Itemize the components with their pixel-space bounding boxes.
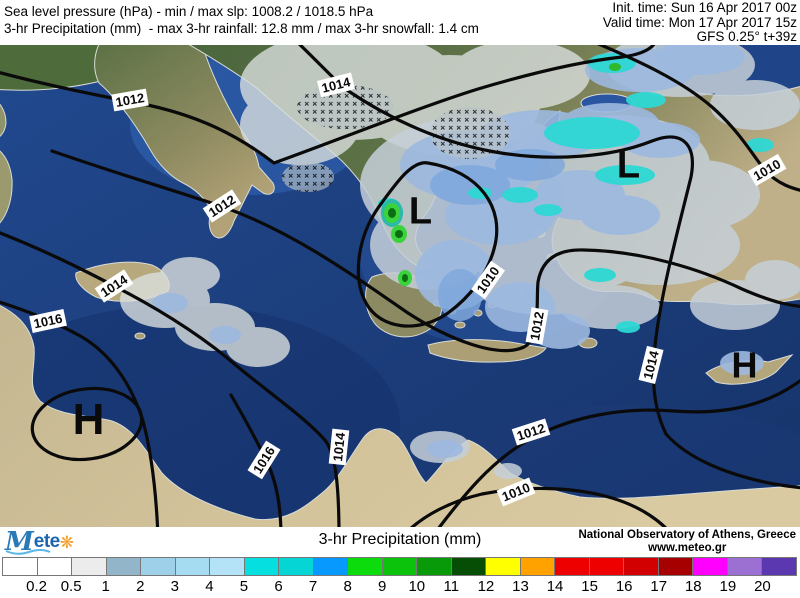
isobar-value-label: 1012 <box>511 418 551 446</box>
scale-tick-label: 2 <box>136 578 145 595</box>
scale-cell <box>520 558 556 575</box>
isobar-value-label: 1014 <box>317 72 355 98</box>
isobar-value-label: 1016 <box>29 309 67 333</box>
isobar-1014-north-east <box>297 45 800 490</box>
isobar-value-label: 1016 <box>247 440 281 480</box>
map-canvas: 1012 1014 1012 1014 1016 1016 1014 1012 1010 1010… <box>0 45 800 527</box>
scale-cell <box>348 558 383 575</box>
land-corsica <box>0 103 7 137</box>
credit-org: National Observatory of Athens, Greece <box>578 529 796 541</box>
isobar-value-label: 1014 <box>94 269 134 303</box>
scale-cell <box>175 558 211 575</box>
scale-cell <box>244 558 280 575</box>
scale-tick-label: 16 <box>615 578 633 595</box>
scale-tick-label: 10 <box>408 578 426 595</box>
scale-cell <box>624 558 659 575</box>
scale-tick-label: 12 <box>477 578 495 595</box>
scale-cell <box>279 558 314 575</box>
high-pressure-marker: H <box>72 395 105 445</box>
isobars <box>0 45 800 527</box>
isobar-high-libya <box>30 386 144 462</box>
scale-cell <box>451 558 487 575</box>
scale-tick-label: 17 <box>650 578 668 595</box>
precip-cyan <box>378 53 774 333</box>
header: Sea level pressure (hPa) - min / max slp… <box>0 0 800 45</box>
precip-colorbar <box>2 557 797 576</box>
map-overlay: 1012 1014 1012 1014 1016 1016 1014 1012 1010 1010… <box>0 45 800 527</box>
scale-cell <box>106 558 142 575</box>
scale-cell <box>727 558 763 575</box>
scale-cell <box>313 558 349 575</box>
scale-cell <box>486 558 521 575</box>
precip-heavier <box>430 149 565 321</box>
isobar-1012-south <box>437 378 800 527</box>
scale-cell <box>37 558 73 575</box>
scale-cell <box>3 558 38 575</box>
isobar-value-label: 1014 <box>328 428 350 466</box>
scale-tick-label: 18 <box>684 578 702 595</box>
scale-cell <box>210 558 245 575</box>
scale-tick-label: 20 <box>754 578 771 595</box>
slp-line: Sea level pressure (hPa) - min / max slp… <box>4 4 374 19</box>
low-pressure-marker: L <box>408 190 432 233</box>
precip-overlay <box>120 45 800 479</box>
header-right: Init. time: Sun 16 Apr 2017 00z Valid tim… <box>602 0 797 45</box>
isobar-value-label: 1010 <box>496 477 536 507</box>
low-pressure-marker: L <box>616 144 640 187</box>
high-pressure-marker: H <box>731 344 758 386</box>
scale-cell <box>555 558 590 575</box>
sun-icon: ❋ <box>59 533 74 552</box>
scale-tick-label: 0.5 <box>60 578 82 595</box>
legend-title: 3-hr Precipitation (mm) <box>318 531 482 548</box>
credit: National Observatory of Athens, Greece ww… <box>578 529 796 555</box>
precip-convective-cells <box>381 63 621 286</box>
scale-cell <box>72 558 107 575</box>
scale-tick-label: 15 <box>581 578 598 595</box>
scale-tick-label: 19 <box>719 578 737 595</box>
scale-cell <box>762 558 796 575</box>
credit-url: www.meteo.gr <box>648 542 727 554</box>
model-label: GFS 0.25° t+39z <box>696 29 797 44</box>
isobar-value-label: 1012 <box>111 88 149 112</box>
scale-cell <box>589 558 625 575</box>
scale-tick-label: 0.2 <box>26 578 47 595</box>
isobar-value-label: 1014 <box>638 346 664 384</box>
isobar-1010-low <box>356 161 499 328</box>
scale-tick-label: 5 <box>239 578 249 595</box>
isobar-value-label: 1012 <box>525 307 549 345</box>
scale-tick-label: 14 <box>546 578 564 595</box>
scale-tick-label: 8 <box>343 578 352 595</box>
scale-tick-label: 1 <box>101 578 110 595</box>
footer: Mete❋ 3-hr Precipitation (mm) National O… <box>0 527 800 598</box>
header-left: Sea level pressure (hPa) - min / max slp… <box>4 3 479 37</box>
scale-tick-label: 13 <box>512 578 529 595</box>
isobar-value-label: 1010 <box>471 260 505 300</box>
scale-cell <box>417 558 452 575</box>
land-sardinia <box>0 150 13 224</box>
meteo-logo: Mete❋ <box>5 527 74 557</box>
scale-tick-label: 6 <box>274 578 283 595</box>
init-time: Init. time: Sun 16 Apr 2017 00z <box>612 0 797 15</box>
logo-wave-icon <box>5 549 51 555</box>
land-north-africa <box>0 304 800 527</box>
scale-cell <box>658 558 694 575</box>
scale-tick-label: 3 <box>170 578 179 595</box>
scale-tick-label: 7 <box>308 578 318 595</box>
precip-colorbar-labels: 0.2 0.5 1 2 3 4 5 6 7 8 9 10 11 12 13 14 15 16 17 18 19 20 <box>2 578 797 596</box>
valid-time: Valid time: Mon 17 Apr 2017 15z <box>602 14 797 30</box>
isobar-1010-northeast <box>596 45 800 192</box>
scale-cell <box>693 558 728 575</box>
logo-text-ete: ete <box>33 531 60 552</box>
precip-line: 3-hr Precipitation (mm) - max 3-hr rainf… <box>4 21 479 36</box>
scale-cell <box>382 558 418 575</box>
scale-tick-label: 9 <box>378 578 387 595</box>
scale-tick-label: 4 <box>205 578 214 595</box>
isobar-value-label: 1012 <box>202 189 242 223</box>
scale-tick-label: 11 <box>443 578 460 595</box>
isobar-1010-south <box>410 486 667 527</box>
land-crete <box>427 339 547 363</box>
scale-cell <box>141 558 176 575</box>
isobar-value-label: 1010 <box>747 153 787 187</box>
